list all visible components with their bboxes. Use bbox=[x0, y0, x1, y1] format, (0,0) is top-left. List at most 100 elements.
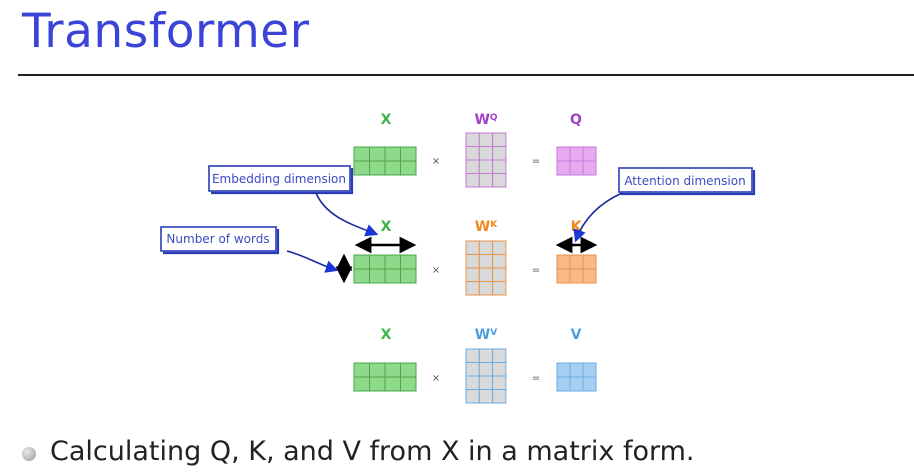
wq-label: WQ bbox=[474, 112, 497, 128]
matrix-cell bbox=[582, 268, 597, 284]
matrix-cell bbox=[465, 254, 480, 269]
matrix-cell bbox=[353, 160, 370, 176]
callout-number-of-words: Number of words bbox=[160, 226, 339, 273]
row-key: X WK K × = bbox=[335, 219, 598, 296]
times-sign-q: × bbox=[432, 156, 440, 167]
matrix-cell bbox=[492, 159, 507, 174]
matrix-cell bbox=[369, 146, 386, 162]
matrix-cell bbox=[400, 376, 417, 392]
matrix-cell bbox=[478, 146, 494, 161]
matrix-cell bbox=[478, 362, 494, 377]
matrix-cell bbox=[465, 281, 480, 296]
matrix-cell bbox=[465, 348, 480, 363]
matrix-cell bbox=[384, 376, 401, 392]
matrix-cell bbox=[369, 160, 386, 176]
matrix-cell bbox=[384, 254, 401, 270]
matrix-cell bbox=[556, 268, 571, 284]
matrix-cell bbox=[353, 146, 370, 162]
wq-matrix bbox=[465, 132, 507, 188]
matrix-cell bbox=[478, 173, 494, 188]
callout-attention-text: Attention dimension bbox=[624, 174, 745, 188]
matrix-cell bbox=[369, 254, 386, 270]
matrix-cell bbox=[353, 268, 370, 284]
matrix-cell bbox=[492, 375, 507, 390]
x-matrix-v-row bbox=[353, 362, 417, 392]
bullet-item: Calculating Q, K, and V from X in a matr… bbox=[22, 436, 695, 467]
callout-words-text: Number of words bbox=[166, 232, 269, 246]
matrix-cell bbox=[492, 254, 507, 269]
matrix-cell bbox=[369, 268, 386, 284]
matrix-cell bbox=[556, 146, 571, 162]
matrix-cell bbox=[465, 173, 480, 188]
wv-label-sup: V bbox=[490, 328, 497, 338]
times-sign-k: × bbox=[432, 265, 440, 276]
slide-title: Transformer bbox=[22, 4, 310, 59]
equals-sign-k: = bbox=[532, 265, 540, 276]
matrix-cell bbox=[478, 348, 494, 363]
callout-embedding-dimension: Embedding dimension bbox=[208, 165, 379, 237]
matrix-cell bbox=[478, 132, 494, 147]
embedding-pointer-icon bbox=[315, 192, 379, 237]
wq-label-sup: Q bbox=[490, 113, 498, 123]
matrix-cell bbox=[492, 173, 507, 188]
x-label-q-row: X bbox=[381, 112, 392, 128]
matrix-cell bbox=[492, 362, 507, 377]
matrix-cell bbox=[569, 254, 584, 270]
matrix-cell bbox=[492, 281, 507, 296]
matrix-cell bbox=[492, 389, 507, 404]
matrix-cell bbox=[556, 362, 571, 378]
x-matrix-q-row bbox=[353, 146, 417, 176]
matrix-cell bbox=[582, 376, 597, 392]
callout-attention-dimension: Attention dimension bbox=[573, 167, 756, 243]
matrix-cell bbox=[465, 146, 480, 161]
matrix-cell bbox=[556, 160, 571, 176]
matrix-cell bbox=[400, 268, 417, 284]
matrix-cell bbox=[353, 376, 370, 392]
q-matrix bbox=[556, 146, 597, 176]
wk-label-base: W bbox=[475, 219, 490, 235]
matrix-cell bbox=[492, 348, 507, 363]
matrix-cell bbox=[465, 159, 480, 174]
matrix-cell bbox=[569, 376, 584, 392]
matrix-cell bbox=[569, 146, 584, 162]
wv-label: WV bbox=[475, 327, 497, 343]
wk-label: WK bbox=[475, 219, 498, 235]
matrix-cell bbox=[478, 375, 494, 390]
callout-embedding-text: Embedding dimension bbox=[212, 172, 346, 186]
attention-pointer-icon bbox=[573, 192, 623, 243]
wk-label-sup: K bbox=[490, 220, 498, 230]
matrix-cell bbox=[465, 375, 480, 390]
matrix-cell bbox=[582, 160, 597, 176]
equals-sign-q: = bbox=[532, 156, 540, 167]
wv-label-base: W bbox=[475, 327, 490, 343]
x-label-v-row: X bbox=[381, 327, 392, 343]
matrix-cell bbox=[478, 240, 494, 255]
q-label: Q bbox=[570, 112, 582, 128]
matrix-cell bbox=[369, 376, 386, 392]
matrix-cell bbox=[353, 362, 370, 378]
row-query: X WQ Q × = bbox=[353, 112, 597, 188]
matrix-cell bbox=[478, 254, 494, 269]
v-matrix bbox=[556, 362, 597, 392]
k-label: K bbox=[571, 219, 583, 235]
matrix-cell bbox=[569, 362, 584, 378]
matrix-cell bbox=[384, 362, 401, 378]
times-sign-v: × bbox=[432, 373, 440, 384]
matrix-cell bbox=[569, 268, 584, 284]
matrix-cell bbox=[400, 254, 417, 270]
matrix-cell bbox=[384, 146, 401, 162]
matrix-cell bbox=[478, 281, 494, 296]
matrix-cell bbox=[369, 362, 386, 378]
matrix-cell bbox=[384, 160, 401, 176]
wk-matrix bbox=[465, 240, 507, 296]
matrix-cell bbox=[492, 240, 507, 255]
matrix-cell bbox=[492, 132, 507, 147]
matrix-cell bbox=[478, 267, 494, 282]
matrix-cell bbox=[492, 146, 507, 161]
matrix-cell bbox=[556, 254, 571, 270]
matrix-cell bbox=[465, 389, 480, 404]
matrix-cell bbox=[465, 267, 480, 282]
matrix-cell bbox=[569, 160, 584, 176]
matrix-cell bbox=[400, 160, 417, 176]
